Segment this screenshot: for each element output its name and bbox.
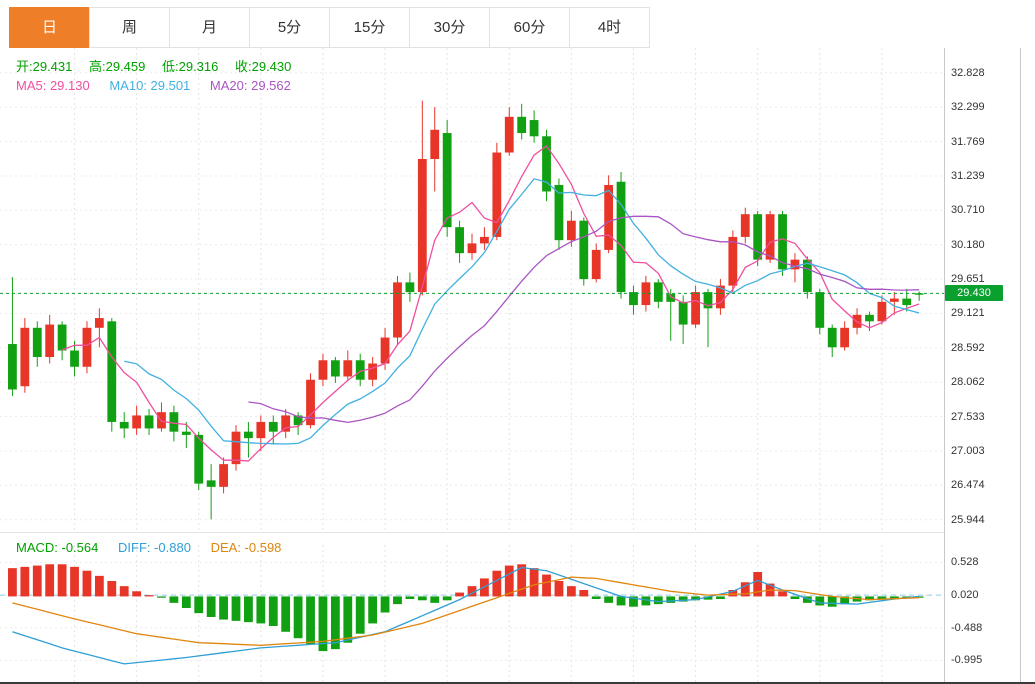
macd-axis-label: 0.020 xyxy=(951,589,979,602)
macd-axis-label: 0.528 xyxy=(951,556,979,569)
price-axis-label: 27.533 xyxy=(951,410,985,423)
tab-week[interactable]: 周 xyxy=(89,7,170,48)
price-axis-label: 26.474 xyxy=(951,479,985,492)
dea-line xyxy=(12,576,920,646)
price-chart-canvas[interactable] xyxy=(0,48,944,533)
tab-5min[interactable]: 5分 xyxy=(249,7,330,48)
ma20-line xyxy=(248,215,920,424)
close-value: 收:29.430 xyxy=(235,59,292,74)
current-price-tag: 29.430 xyxy=(945,285,1003,302)
macd-axis-label: -0.488 xyxy=(951,621,983,634)
timeframe-tabbar: 日 周 月 5分 15分 30分 60分 4时 xyxy=(0,0,1035,48)
tab-4hour[interactable]: 4时 xyxy=(569,7,650,48)
ma10-value: MA10: 29.501 xyxy=(109,78,191,93)
macd-histogram xyxy=(8,564,924,652)
candles xyxy=(8,100,924,520)
price-axis-label: 30.710 xyxy=(951,204,985,217)
low-value: 低:29.316 xyxy=(162,59,219,74)
macd-axis-label: -0.995 xyxy=(951,654,983,667)
price-axis-label: 31.239 xyxy=(951,169,985,182)
price-axis-column: 29.430 32.828 32.299 31.769 31.239 30.710 30.… xyxy=(944,0,1021,682)
price-axis-label: 31.769 xyxy=(951,135,985,148)
diff-value: DIFF: -0.880 xyxy=(118,540,191,555)
panel-divider xyxy=(0,532,944,533)
price-axis-label: 28.592 xyxy=(951,341,985,354)
tab-15min[interactable]: 15分 xyxy=(329,7,410,48)
diff-line xyxy=(12,566,920,665)
tab-day[interactable]: 日 xyxy=(9,7,90,48)
ohlc-info: 开:29.431 高:29.459 低:29.316 收:29.430 xyxy=(16,56,304,75)
ma5-line xyxy=(61,145,920,462)
macd-value: MACD: -0.564 xyxy=(16,540,99,555)
tab-30min[interactable]: 30分 xyxy=(409,7,490,48)
tab-60min[interactable]: 60分 xyxy=(489,7,570,48)
ma5-value: MA5: 29.130 xyxy=(16,78,90,93)
dea-value: DEA: -0.598 xyxy=(210,540,282,555)
price-axis-label: 25.944 xyxy=(951,513,985,526)
open-value: 开:29.431 xyxy=(16,59,73,74)
macd-info: MACD: -0.564 DIFF: -0.880 DEA: -0.598 xyxy=(16,540,297,555)
high-value: 高:29.459 xyxy=(89,59,146,74)
price-axis-label: 30.180 xyxy=(951,238,985,251)
macd-chart-canvas[interactable] xyxy=(0,545,944,682)
price-axis-label: 29.121 xyxy=(951,307,985,320)
price-axis-label: 32.828 xyxy=(951,66,985,79)
price-axis-label: 28.062 xyxy=(951,376,985,389)
tab-month[interactable]: 月 xyxy=(169,7,250,48)
price-axis-label: 27.003 xyxy=(951,444,985,457)
price-axis-label: 32.299 xyxy=(951,101,985,114)
ma-info: MA5: 29.130 MA10: 29.501 MA20: 29.562 xyxy=(16,78,307,93)
ma20-value: MA20: 29.562 xyxy=(209,78,291,93)
price-axis-label: 29.651 xyxy=(951,273,985,286)
ma10-line xyxy=(124,178,920,445)
